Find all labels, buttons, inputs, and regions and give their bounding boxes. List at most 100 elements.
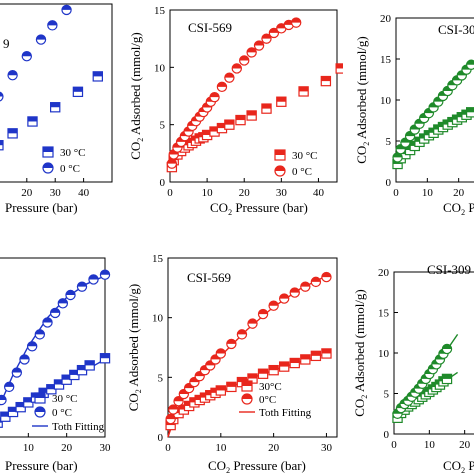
data-point bbox=[34, 329, 46, 340]
x-axis-title: CO2 Pressure (bar) bbox=[210, 200, 308, 217]
y-tick-label: 0 bbox=[160, 177, 166, 189]
plot-frame bbox=[167, 257, 338, 438]
data-point bbox=[224, 119, 235, 130]
y-tick-label: 10 bbox=[380, 95, 392, 107]
legend-label: 0 °C bbox=[52, 407, 72, 419]
x-axis-title: Pressure (bar) bbox=[5, 200, 78, 215]
legend-marker bbox=[274, 165, 286, 177]
data-point bbox=[239, 55, 250, 66]
data-points bbox=[0, 269, 111, 428]
data-point bbox=[99, 269, 111, 280]
data-point bbox=[268, 364, 279, 376]
y-tick-label: 15 bbox=[378, 308, 390, 320]
x-tick-label: 20 bbox=[239, 187, 251, 199]
x-tick-label: 20 bbox=[268, 442, 280, 454]
data-point bbox=[320, 75, 332, 87]
y-tick-label: 0 bbox=[386, 177, 392, 189]
data-points bbox=[392, 343, 453, 424]
data-point bbox=[215, 348, 227, 359]
data-point bbox=[289, 287, 300, 298]
data-point bbox=[215, 385, 227, 396]
legend-marker bbox=[42, 146, 54, 158]
legend-marker bbox=[241, 380, 253, 392]
data-point bbox=[42, 317, 53, 328]
y-tick-label: 5 bbox=[160, 120, 166, 132]
data-point bbox=[3, 381, 15, 393]
y-tick-label: 10 bbox=[378, 348, 390, 360]
panel-top-right: 0 10 20 0 5 10 15 20 CSI-30 CO2 P CO2 Adsorbed (mm… bbox=[354, 13, 474, 217]
plot-frame bbox=[0, 3, 113, 183]
panel-top-middle: 0 10 20 30 40 0 5 10 15 CSI-569 30 °C 0 °C CO2 Press… bbox=[128, 5, 343, 217]
x-axis-title: CO2 P bbox=[443, 200, 474, 217]
data-point bbox=[226, 338, 237, 350]
panel-title: CSI-30 bbox=[438, 22, 474, 37]
x-tick-label: 30 bbox=[50, 187, 62, 199]
plot-frame bbox=[0, 257, 106, 438]
panel-title: CSI-569 bbox=[188, 20, 232, 35]
data-point bbox=[65, 289, 76, 301]
x-tick-label: 0 bbox=[167, 187, 173, 199]
data-point bbox=[278, 293, 290, 304]
data-points bbox=[166, 17, 343, 173]
data-point bbox=[321, 271, 332, 283]
x-tick-label: 0 bbox=[393, 187, 399, 199]
y-tick-label: 5 bbox=[386, 136, 392, 148]
data-point bbox=[7, 128, 18, 139]
data-point bbox=[168, 404, 179, 415]
data-points bbox=[165, 271, 332, 431]
x-tick-label: 10 bbox=[23, 442, 35, 454]
x-tick-label: 0 bbox=[165, 442, 171, 454]
y-tick-label: 5 bbox=[384, 389, 390, 401]
x-tick-label: 20 bbox=[61, 442, 73, 454]
legend: 30 °C 0 °C bbox=[42, 146, 86, 175]
data-point bbox=[246, 110, 257, 121]
data-point bbox=[278, 361, 290, 372]
data-point bbox=[235, 114, 246, 126]
data-point bbox=[261, 33, 272, 44]
y-tick-label: 0 bbox=[384, 429, 390, 441]
panel-bottom-left: 10 20 30 30 °C 0 °C Toth Fitting Pressure (bar… bbox=[0, 257, 111, 473]
y-tick-label: 10 bbox=[152, 313, 164, 325]
panel-title: 9 bbox=[3, 36, 10, 51]
panel-title: CSI-569 bbox=[187, 270, 231, 285]
data-point bbox=[47, 20, 58, 31]
y-tick-label: 20 bbox=[378, 267, 390, 279]
panel-bottom-right: 0 10 20 0 5 10 15 20 CSI-309 CO2 Pre CO2 Adsorbed … bbox=[352, 262, 474, 474]
y-tick-label: 0 bbox=[158, 432, 164, 444]
x-axis-title: Pressure (bar) bbox=[5, 458, 78, 473]
y-axis-title: CO2 Adsorbed (mmol/g) bbox=[126, 284, 143, 412]
x-tick-label: 0 bbox=[391, 439, 397, 451]
data-point bbox=[392, 152, 403, 163]
legend-marker bbox=[241, 393, 253, 405]
legend: 30 °C 0 °C bbox=[274, 149, 318, 178]
data-point bbox=[84, 360, 95, 371]
legend-marker bbox=[274, 149, 286, 161]
x-tick-label: 20 bbox=[453, 187, 465, 199]
legend-label: 30 °C bbox=[60, 147, 86, 159]
data-point bbox=[0, 140, 4, 151]
legend-label: 0 °C bbox=[60, 163, 80, 175]
data-point bbox=[226, 381, 237, 393]
legend-label: 0°C bbox=[259, 394, 276, 406]
data-point bbox=[72, 86, 84, 98]
y-tick-label: 15 bbox=[380, 54, 392, 66]
data-point bbox=[298, 86, 309, 97]
data-point bbox=[289, 357, 300, 369]
data-point bbox=[21, 51, 32, 62]
y-tick-label: 15 bbox=[152, 253, 164, 265]
data-point bbox=[290, 17, 302, 28]
y-tick-label: 15 bbox=[154, 5, 166, 17]
legend-label: 0 °C bbox=[292, 166, 312, 178]
x-tick-label: 10 bbox=[422, 187, 434, 199]
data-point bbox=[300, 281, 311, 292]
x-tick-label: 20 bbox=[459, 439, 471, 451]
legend: 30 °C 0 °C Toth Fitting bbox=[32, 392, 105, 433]
panel-title: CSI-309 bbox=[427, 262, 471, 277]
x-tick-label: 30 bbox=[321, 442, 333, 454]
data-point bbox=[0, 394, 7, 406]
data-point bbox=[35, 34, 47, 45]
data-point bbox=[165, 413, 176, 425]
x-tick-label: 30 bbox=[276, 187, 288, 199]
